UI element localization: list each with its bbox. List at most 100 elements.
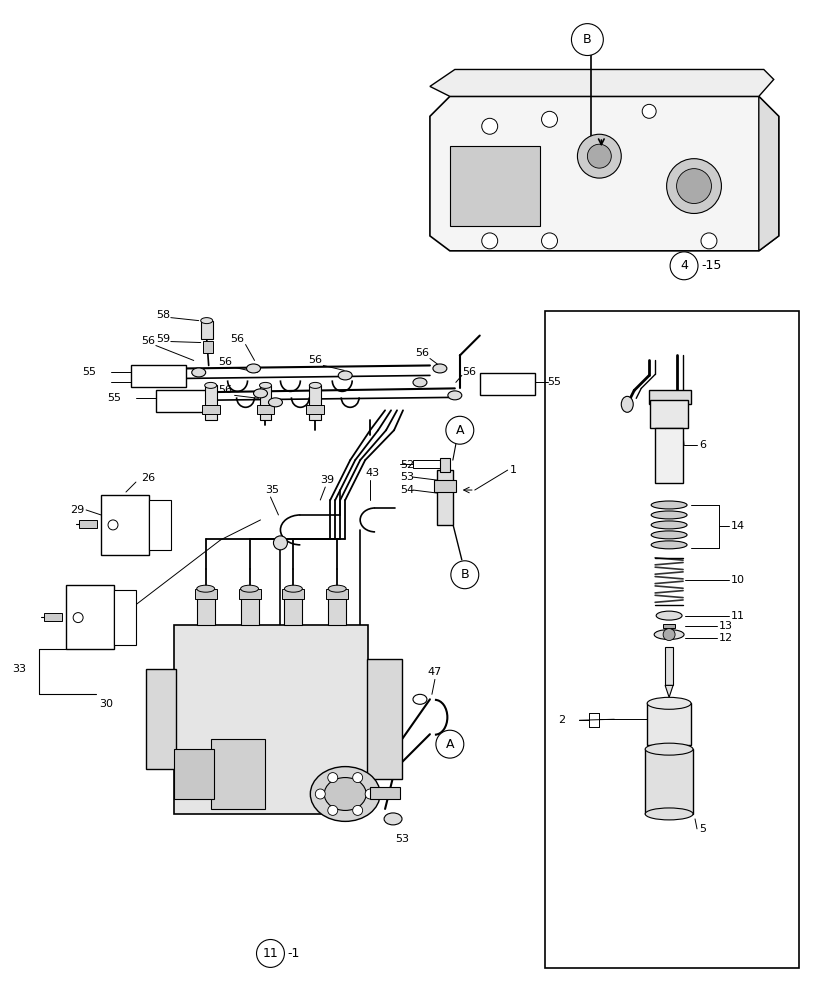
Polygon shape <box>430 96 778 251</box>
Polygon shape <box>759 96 778 251</box>
Bar <box>437 470 453 525</box>
Circle shape <box>481 118 498 134</box>
Text: 39: 39 <box>321 475 335 485</box>
Text: 55: 55 <box>107 393 121 403</box>
Ellipse shape <box>205 382 217 388</box>
Bar <box>202 405 220 414</box>
Bar <box>202 341 213 353</box>
Bar <box>174 625 368 814</box>
Text: 2: 2 <box>558 715 565 725</box>
Bar <box>197 595 215 625</box>
Circle shape <box>670 252 698 280</box>
Bar <box>434 480 456 492</box>
Bar <box>282 589 304 599</box>
Bar <box>326 589 348 599</box>
Bar <box>211 739 265 809</box>
Bar <box>195 589 217 599</box>
Bar <box>79 520 97 528</box>
Bar <box>480 373 534 395</box>
Text: 54: 54 <box>400 485 415 495</box>
Ellipse shape <box>197 585 215 592</box>
Bar <box>645 749 693 814</box>
Bar <box>440 458 450 472</box>
Ellipse shape <box>413 378 427 387</box>
Ellipse shape <box>651 511 687 519</box>
Bar <box>328 595 346 625</box>
Ellipse shape <box>268 398 282 407</box>
Circle shape <box>353 773 362 783</box>
Ellipse shape <box>448 391 462 400</box>
Ellipse shape <box>645 808 693 820</box>
Text: 56: 56 <box>231 334 245 344</box>
Bar <box>205 385 217 420</box>
Ellipse shape <box>667 159 721 213</box>
Text: 47: 47 <box>428 667 442 677</box>
Ellipse shape <box>285 585 303 592</box>
Text: 33: 33 <box>12 664 26 674</box>
Ellipse shape <box>676 169 712 204</box>
Text: 56: 56 <box>462 367 476 377</box>
Text: 1: 1 <box>510 465 517 475</box>
Ellipse shape <box>651 501 687 509</box>
Circle shape <box>353 805 362 815</box>
Circle shape <box>542 233 557 249</box>
Ellipse shape <box>651 531 687 539</box>
Text: 12: 12 <box>719 633 733 643</box>
Circle shape <box>328 805 338 815</box>
Ellipse shape <box>328 585 346 592</box>
Ellipse shape <box>413 694 427 704</box>
Circle shape <box>436 730 463 758</box>
Text: 29: 29 <box>70 505 84 515</box>
Text: 11: 11 <box>731 611 745 621</box>
Circle shape <box>571 24 603 56</box>
Text: 13: 13 <box>719 621 733 631</box>
Bar <box>146 669 175 769</box>
Ellipse shape <box>309 382 322 388</box>
Bar <box>647 703 691 745</box>
Text: B: B <box>460 568 469 581</box>
Text: 6: 6 <box>699 440 706 450</box>
Bar <box>114 590 136 645</box>
Circle shape <box>328 773 338 783</box>
Bar <box>241 595 259 625</box>
Text: 10: 10 <box>731 575 745 585</box>
Bar <box>650 400 688 428</box>
Text: 26: 26 <box>141 473 155 483</box>
Text: 52: 52 <box>400 460 415 470</box>
Bar <box>259 385 272 420</box>
Bar <box>156 390 211 412</box>
Ellipse shape <box>201 318 213 324</box>
Text: 5: 5 <box>699 824 706 834</box>
Bar <box>285 595 303 625</box>
Bar <box>544 311 799 968</box>
Text: 58: 58 <box>156 310 170 320</box>
Circle shape <box>73 613 83 623</box>
Circle shape <box>315 789 326 799</box>
Bar <box>66 585 114 649</box>
Bar <box>650 390 691 404</box>
Circle shape <box>451 561 479 589</box>
Circle shape <box>481 233 498 249</box>
Circle shape <box>108 520 118 530</box>
Circle shape <box>256 939 285 967</box>
Circle shape <box>663 629 675 641</box>
Text: -1: -1 <box>287 947 299 960</box>
Bar <box>450 146 539 226</box>
Bar <box>309 385 322 420</box>
Text: 11: 11 <box>263 947 278 960</box>
Text: 56: 56 <box>219 357 233 367</box>
Text: 35: 35 <box>265 485 280 495</box>
Text: A: A <box>446 738 455 751</box>
Ellipse shape <box>433 364 447 373</box>
Ellipse shape <box>339 371 353 380</box>
Text: 56: 56 <box>308 355 322 365</box>
Bar <box>131 365 186 387</box>
Bar <box>665 647 673 685</box>
Text: 55: 55 <box>548 377 561 387</box>
Text: 53: 53 <box>395 834 409 844</box>
Text: 55: 55 <box>82 367 96 377</box>
Text: -15: -15 <box>701 259 721 272</box>
Ellipse shape <box>259 382 272 388</box>
Bar <box>174 749 214 799</box>
Ellipse shape <box>254 389 268 398</box>
